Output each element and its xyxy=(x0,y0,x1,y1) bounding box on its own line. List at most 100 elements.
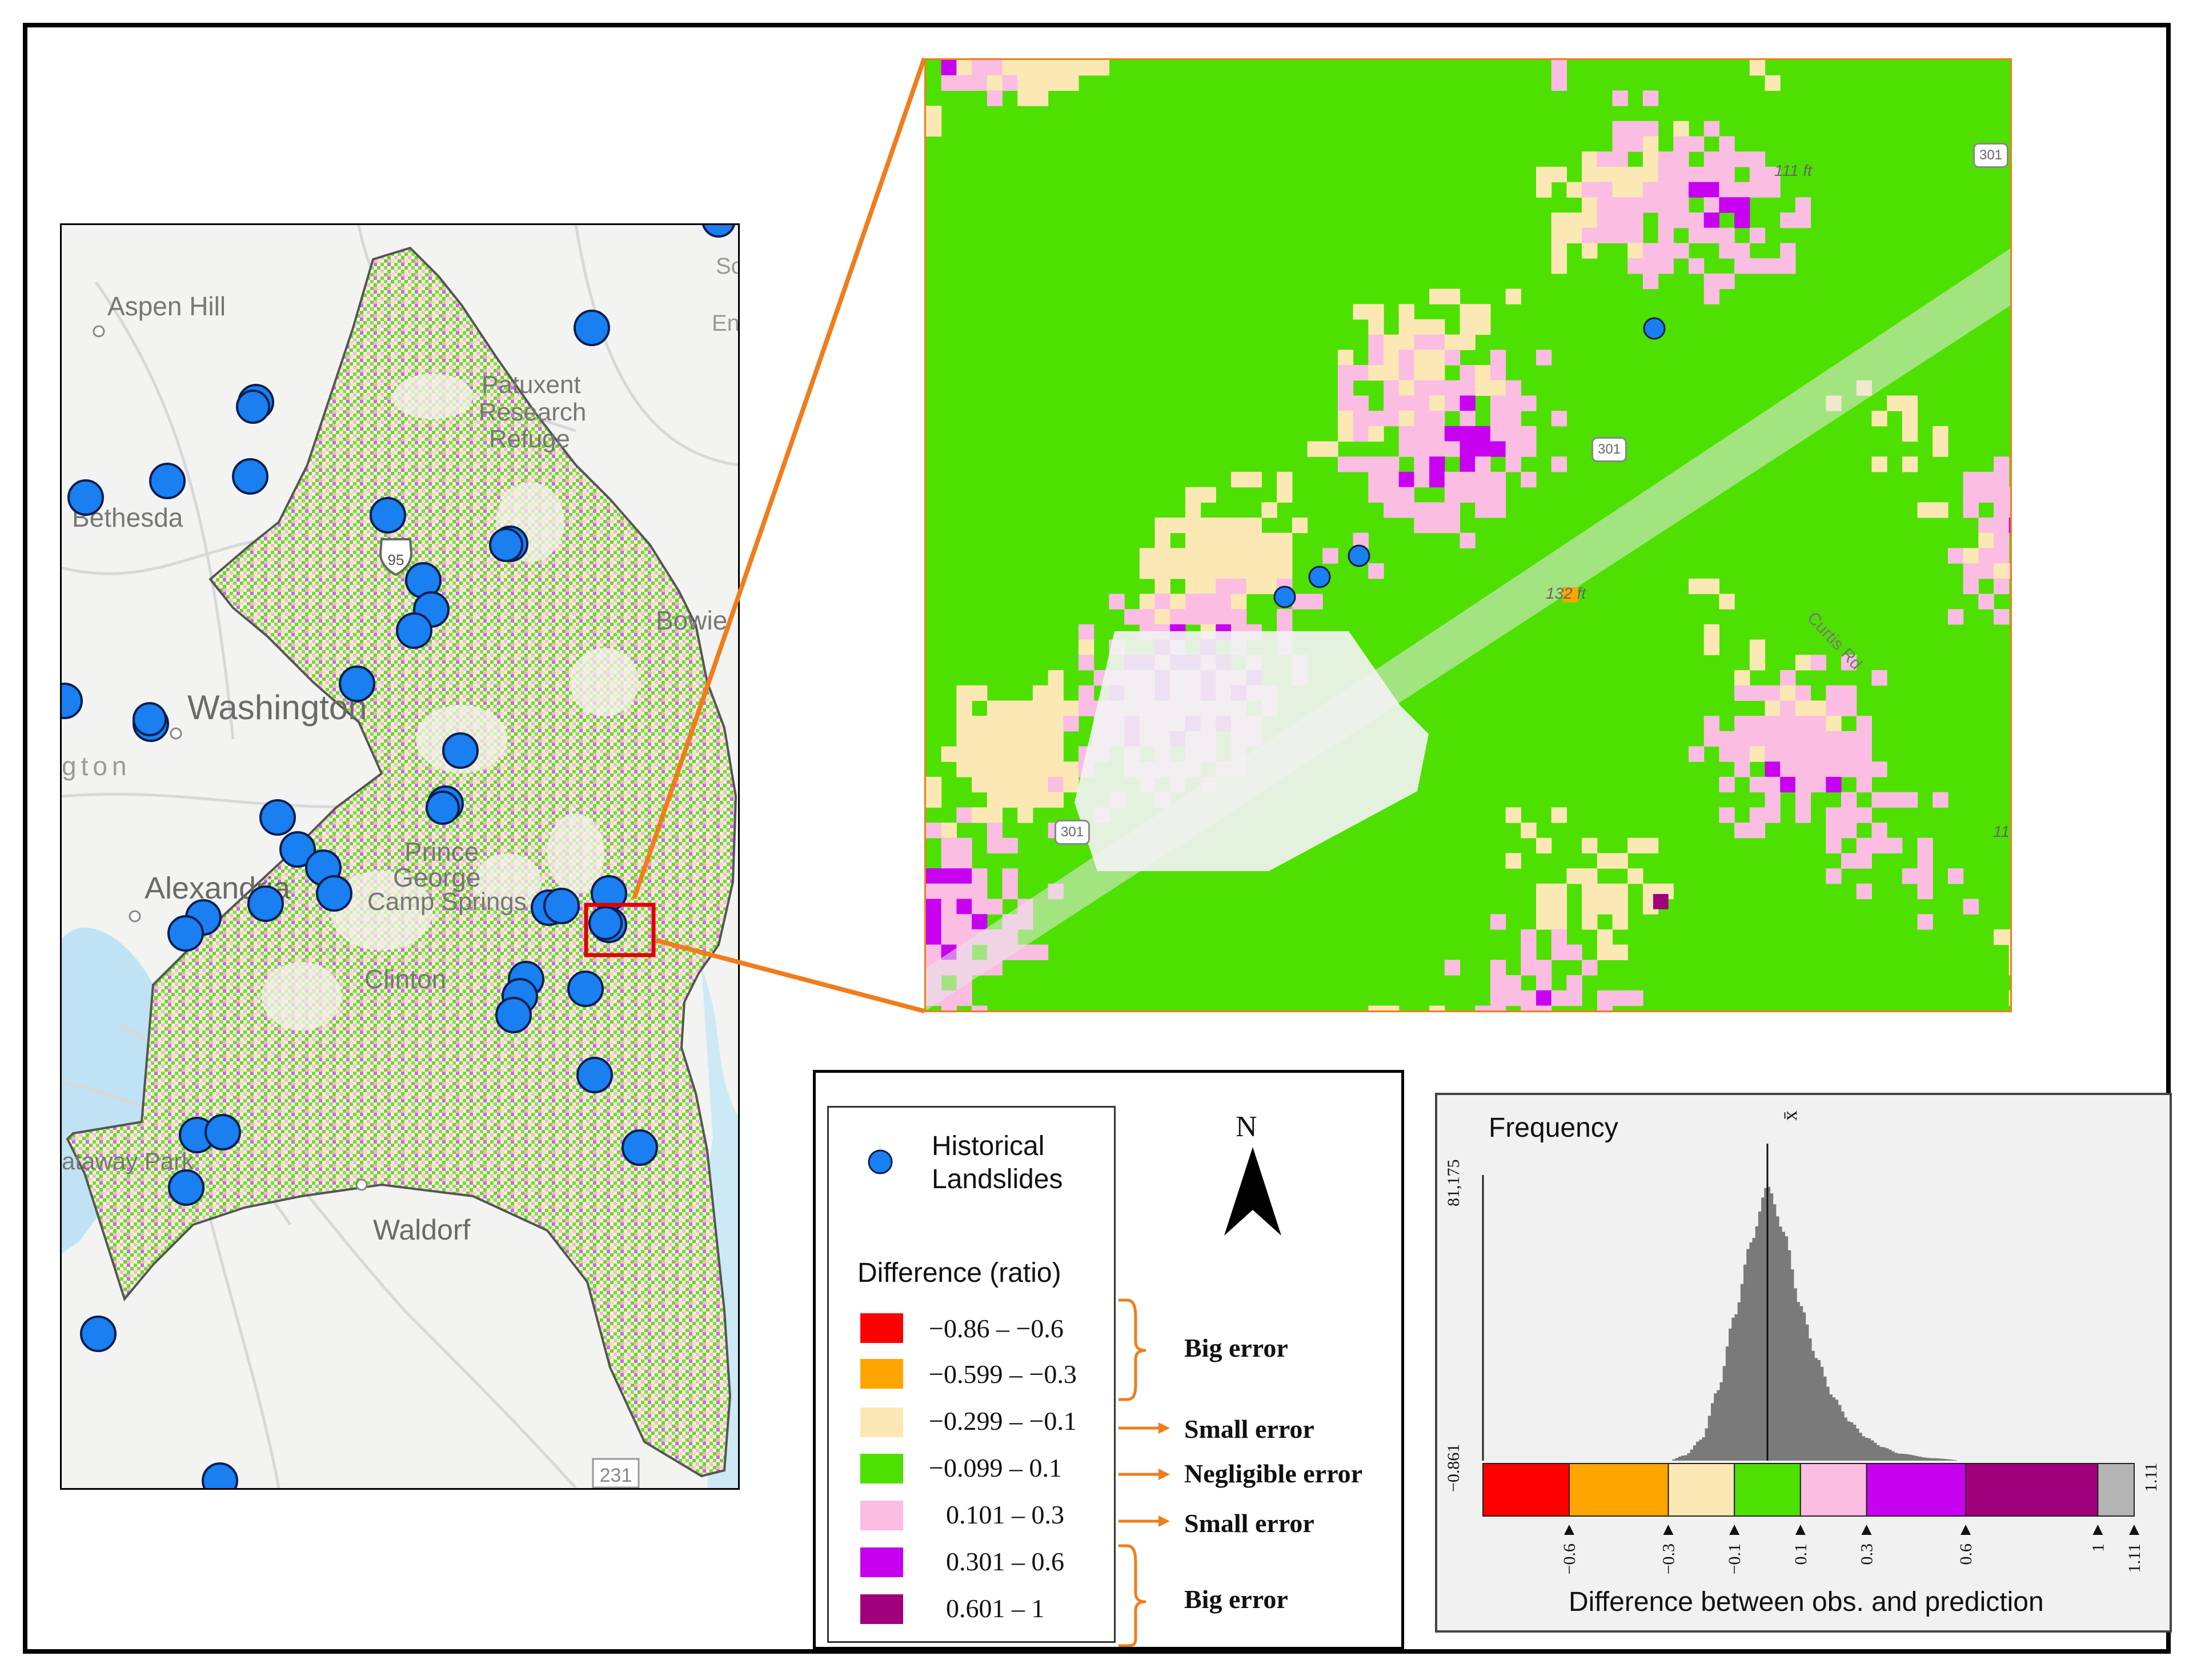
tick-marker xyxy=(1795,1525,1806,1535)
landslide-point xyxy=(202,1462,238,1488)
inset-elevation-label-1: 111 ft xyxy=(1774,162,1812,179)
histogram-bar xyxy=(1814,1358,1818,1461)
histogram-bar xyxy=(1675,1458,1679,1461)
histogram-bar xyxy=(1877,1445,1880,1461)
histogram-bar xyxy=(1725,1346,1729,1461)
histogram-bar xyxy=(1782,1232,1785,1461)
histogram-color-bar xyxy=(1482,1463,2135,1517)
tick-label: 0.6 xyxy=(1957,1543,1975,1565)
histogram-bar xyxy=(1832,1397,1836,1461)
landslide-symbol-icon xyxy=(868,1149,893,1174)
histogram-bar xyxy=(1693,1445,1697,1461)
landslide-point xyxy=(80,1316,117,1352)
legend-swatch-7 xyxy=(860,1594,903,1624)
histogram-bar xyxy=(1734,1314,1738,1461)
color-bar-segment xyxy=(1667,1463,1735,1517)
legend-big-error-positive: Big error xyxy=(1184,1585,1288,1614)
histogram-bar xyxy=(1850,1422,1854,1461)
landslide-point xyxy=(567,971,604,1007)
inset-raster-svg xyxy=(926,60,2010,1011)
histogram-bar xyxy=(1714,1393,1717,1461)
histogram-bar xyxy=(1855,1428,1859,1461)
histogram-bar xyxy=(1930,1458,1934,1461)
histogram-bar xyxy=(1696,1441,1699,1461)
histogram-bar xyxy=(1945,1459,1948,1461)
histogram-bar xyxy=(1773,1204,1777,1461)
overview-map-svg: 95 231 xyxy=(62,225,738,1488)
landslide-point xyxy=(489,528,523,562)
label-refuge: Refuge xyxy=(489,425,570,453)
interstate-95-shield: 95 xyxy=(379,538,413,576)
zoom-extent-box xyxy=(584,903,656,957)
inset-landslide-point xyxy=(1643,317,1666,340)
histogram-bar xyxy=(1785,1236,1789,1461)
color-bar-segment xyxy=(1965,1463,2099,1517)
landslide-point xyxy=(247,885,284,922)
histogram-y-label: Frequency xyxy=(1489,1113,1618,1143)
histogram-bar xyxy=(1874,1442,1877,1461)
histogram-bar xyxy=(1699,1440,1702,1461)
legend-swatch-6 xyxy=(860,1547,903,1577)
histogram-bar xyxy=(1761,1197,1765,1461)
legend-swatch-4 xyxy=(860,1454,903,1483)
histogram-bar xyxy=(1719,1382,1723,1461)
histogram-bar xyxy=(1865,1437,1869,1461)
histogram-bar xyxy=(1740,1284,1744,1461)
color-bar-segment xyxy=(1482,1463,1570,1517)
histogram-bar xyxy=(1870,1440,1874,1461)
label-camp-springs: Camp Springs xyxy=(367,888,527,916)
inset-landslide-point xyxy=(1348,544,1370,567)
histogram-bar xyxy=(1823,1376,1827,1461)
color-bar-segment xyxy=(1799,1463,1867,1517)
north-arrow-label: N xyxy=(1236,1110,1257,1143)
histogram-bar xyxy=(1684,1455,1687,1461)
legend-range-1: −0.86 – −0.6 xyxy=(929,1314,1064,1343)
county-boundary xyxy=(66,246,737,1478)
histogram-bar xyxy=(1681,1456,1685,1461)
legend-small-error-positive: Small error xyxy=(1184,1509,1314,1538)
histogram-bar xyxy=(1711,1403,1714,1461)
histogram-bar xyxy=(1702,1437,1706,1461)
histogram-bar xyxy=(1672,1459,1676,1461)
histogram-bar xyxy=(1755,1226,1759,1461)
histogram-bar xyxy=(1802,1312,1806,1461)
tick-marker xyxy=(1663,1525,1674,1535)
histogram-bar xyxy=(1933,1458,1937,1461)
zoom-connector-lines xyxy=(632,57,927,1013)
histogram-bar xyxy=(1894,1453,1898,1461)
histogram-y-max-label: 81,175 xyxy=(1444,1159,1463,1207)
landslide-point xyxy=(588,906,623,940)
histogram-bar xyxy=(1906,1454,1910,1461)
histogram-bar xyxy=(1915,1456,1919,1461)
label-sc: Sc xyxy=(716,254,738,279)
histogram-bar xyxy=(1835,1400,1839,1461)
histogram-bar xyxy=(1826,1386,1830,1461)
histogram-bar xyxy=(1853,1425,1857,1461)
tick-marker xyxy=(1861,1525,1872,1535)
histogram-bar xyxy=(1947,1459,1951,1461)
histogram-bar xyxy=(1770,1193,1774,1461)
histogram-bar xyxy=(1879,1446,1883,1461)
landslide-point xyxy=(67,479,104,516)
histogram-bar xyxy=(1717,1390,1720,1461)
histogram-bar xyxy=(1882,1447,1886,1461)
histogram-bar xyxy=(1939,1458,1942,1461)
tick-marker xyxy=(1961,1525,1971,1535)
shield-231-label: 231 xyxy=(600,1465,632,1486)
inset-zoom-map[interactable]: 111 ft 132 ft Curtis Rd 11 301 301 301 xyxy=(924,58,2012,1012)
legend-range-4: −0.099 – 0.1 xyxy=(929,1453,1062,1482)
histogram-bar xyxy=(1921,1457,1925,1461)
tick-label: −0.3 xyxy=(1659,1543,1678,1574)
inset-route-301-shield-2: 301 xyxy=(1591,437,1627,462)
histogram-bar xyxy=(1678,1456,1682,1461)
tick-label: 0.3 xyxy=(1858,1543,1877,1565)
legend-range-7: 0.601 – 1 xyxy=(946,1594,1045,1623)
landslide-point xyxy=(576,1057,613,1093)
county-overview-map[interactable]: 95 231 Aspen Hill Patuxent Research Refu… xyxy=(60,223,740,1490)
histogram-bar xyxy=(1799,1306,1803,1461)
legend-swatch-5 xyxy=(860,1501,903,1530)
histogram-bar xyxy=(1809,1338,1812,1461)
histogram-x-label: Difference between obs. and prediction xyxy=(1569,1587,2044,1617)
legend-range-6: 0.301 – 0.6 xyxy=(946,1547,1064,1576)
legend-range-3: −0.299 – −0.1 xyxy=(929,1406,1077,1436)
